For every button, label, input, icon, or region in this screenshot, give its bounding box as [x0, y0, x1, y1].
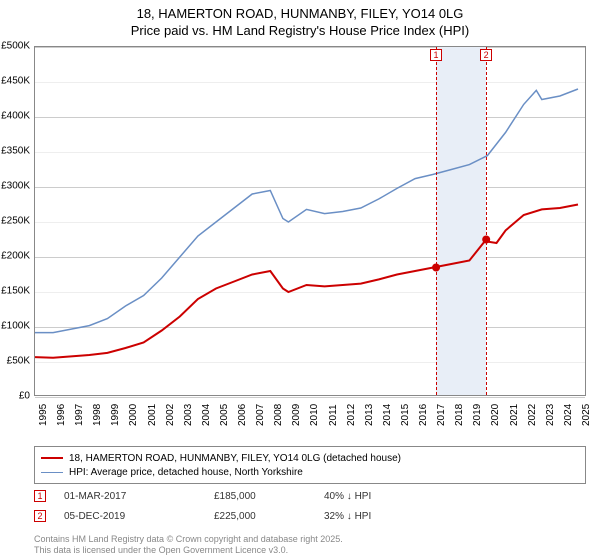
sale-date-0: 01-MAR-2017 — [64, 491, 214, 502]
sale-date-1: 05-DEC-2019 — [64, 511, 214, 522]
chart-area: 12 — [34, 46, 586, 396]
sale-price-1: £225,000 — [214, 511, 324, 522]
legend-swatch-0 — [41, 457, 63, 459]
legend-label-0: 18, HAMERTON ROAD, HUNMANBY, FILEY, YO14… — [69, 453, 401, 464]
title-line2: Price paid vs. HM Land Registry's House … — [131, 23, 469, 38]
footer-line2: This data is licensed under the Open Gov… — [34, 545, 288, 555]
sale-n-0: 1 — [37, 491, 42, 501]
sale-row-1: 2 05-DEC-2019 £225,000 32% ↓ HPI — [34, 510, 586, 522]
title-line1: 18, HAMERTON ROAD, HUNMANBY, FILEY, YO14… — [137, 6, 464, 21]
sale-diff-1: 32% ↓ HPI — [324, 511, 586, 522]
footer-line1: Contains HM Land Registry data © Crown c… — [34, 534, 343, 544]
sale-marker-box-0: 1 — [34, 490, 46, 502]
legend-label-1: HPI: Average price, detached house, Nort… — [69, 467, 303, 478]
legend-row-0: 18, HAMERTON ROAD, HUNMANBY, FILEY, YO14… — [41, 451, 579, 465]
plot-svg — [35, 47, 587, 397]
container: 18, HAMERTON ROAD, HUNMANBY, FILEY, YO14… — [0, 0, 600, 560]
legend-swatch-1 — [41, 472, 63, 473]
sale-row-0: 1 01-MAR-2017 £185,000 40% ↓ HPI — [34, 490, 586, 502]
chart-title: 18, HAMERTON ROAD, HUNMANBY, FILEY, YO14… — [0, 0, 600, 40]
footer-text: Contains HM Land Registry data © Crown c… — [34, 534, 586, 556]
legend-row-1: HPI: Average price, detached house, Nort… — [41, 465, 579, 479]
sale-diff-0: 40% ↓ HPI — [324, 491, 586, 502]
sale-price-0: £185,000 — [214, 491, 324, 502]
legend-box: 18, HAMERTON ROAD, HUNMANBY, FILEY, YO14… — [34, 446, 586, 484]
sale-marker-box-1: 2 — [34, 510, 46, 522]
sale-n-1: 2 — [37, 511, 42, 521]
